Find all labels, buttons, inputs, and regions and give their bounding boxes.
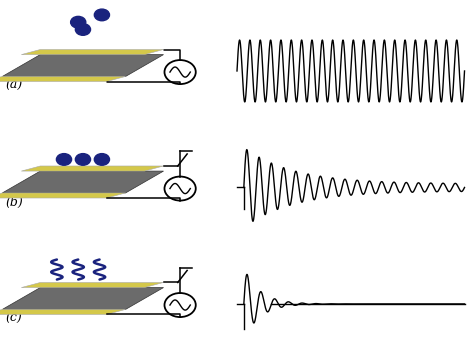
Circle shape [75,24,91,35]
Circle shape [71,16,86,28]
Polygon shape [2,288,164,309]
Polygon shape [21,282,164,288]
Text: (c): (c) [6,312,22,325]
Polygon shape [0,76,126,82]
Circle shape [94,9,109,21]
Polygon shape [0,193,126,198]
Text: (a): (a) [6,79,23,92]
Polygon shape [21,166,164,171]
Polygon shape [2,171,164,193]
Polygon shape [21,50,164,55]
Polygon shape [0,309,126,314]
Circle shape [94,154,109,165]
Polygon shape [2,55,164,76]
Text: (b): (b) [6,195,23,209]
Circle shape [56,154,72,165]
Circle shape [75,154,91,165]
